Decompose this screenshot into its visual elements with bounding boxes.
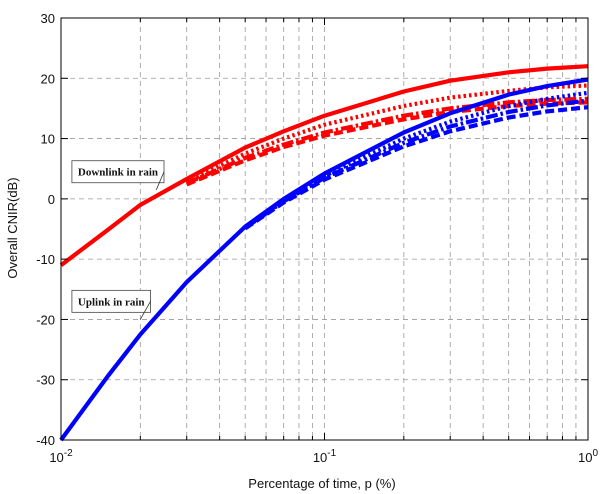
y-tick-label: 30 — [41, 11, 55, 26]
annotation-pointer — [139, 301, 151, 320]
x-tick-label: 10-2 — [49, 448, 73, 465]
y-tick-label: 0 — [48, 192, 55, 207]
annotation-text: Uplink in rain — [78, 296, 145, 308]
x-tick-label: 10-1 — [313, 448, 337, 465]
annotation-pointer — [155, 171, 165, 190]
annotation-text: Downlink in rain — [78, 167, 158, 179]
y-tick-label: 10 — [41, 132, 55, 147]
y-tick-label: -20 — [36, 312, 55, 327]
y-axis-label: Overall CNIR(dB) — [5, 177, 20, 278]
x-tick-label: 100 — [578, 448, 598, 465]
annotation-box — [71, 160, 165, 184]
downlink-series-dashdot — [185, 96, 589, 186]
downlink-series-dotted — [185, 83, 589, 184]
series-group — [59, 64, 589, 442]
uplink-series-dotted — [243, 90, 589, 229]
y-tick-label: -30 — [36, 373, 55, 388]
y-tick-labels: -40 -30 -20 -10 0 10 20 30 — [36, 11, 55, 448]
downlink-series-dashed — [185, 100, 589, 187]
downlink-series-solid — [59, 64, 589, 267]
tick-marks — [60, 17, 588, 441]
uplink-annotation: Uplink in rain — [71, 289, 151, 320]
annotation-box — [71, 289, 151, 313]
x-axis-label: Percentage of time, p (%) — [248, 476, 395, 491]
annotations: Downlink in rain Uplink in rain — [71, 160, 165, 320]
y-tick-label: -10 — [36, 252, 55, 267]
uplink-series-dashdot — [244, 98, 589, 230]
x-tick-labels: 10-2 10-1 100 — [49, 448, 598, 465]
downlink-annotation: Downlink in rain — [71, 160, 165, 190]
y-tick-label: 20 — [41, 71, 55, 86]
uplink-series-dashed — [244, 105, 589, 231]
y-tick-label: -40 — [36, 433, 55, 448]
